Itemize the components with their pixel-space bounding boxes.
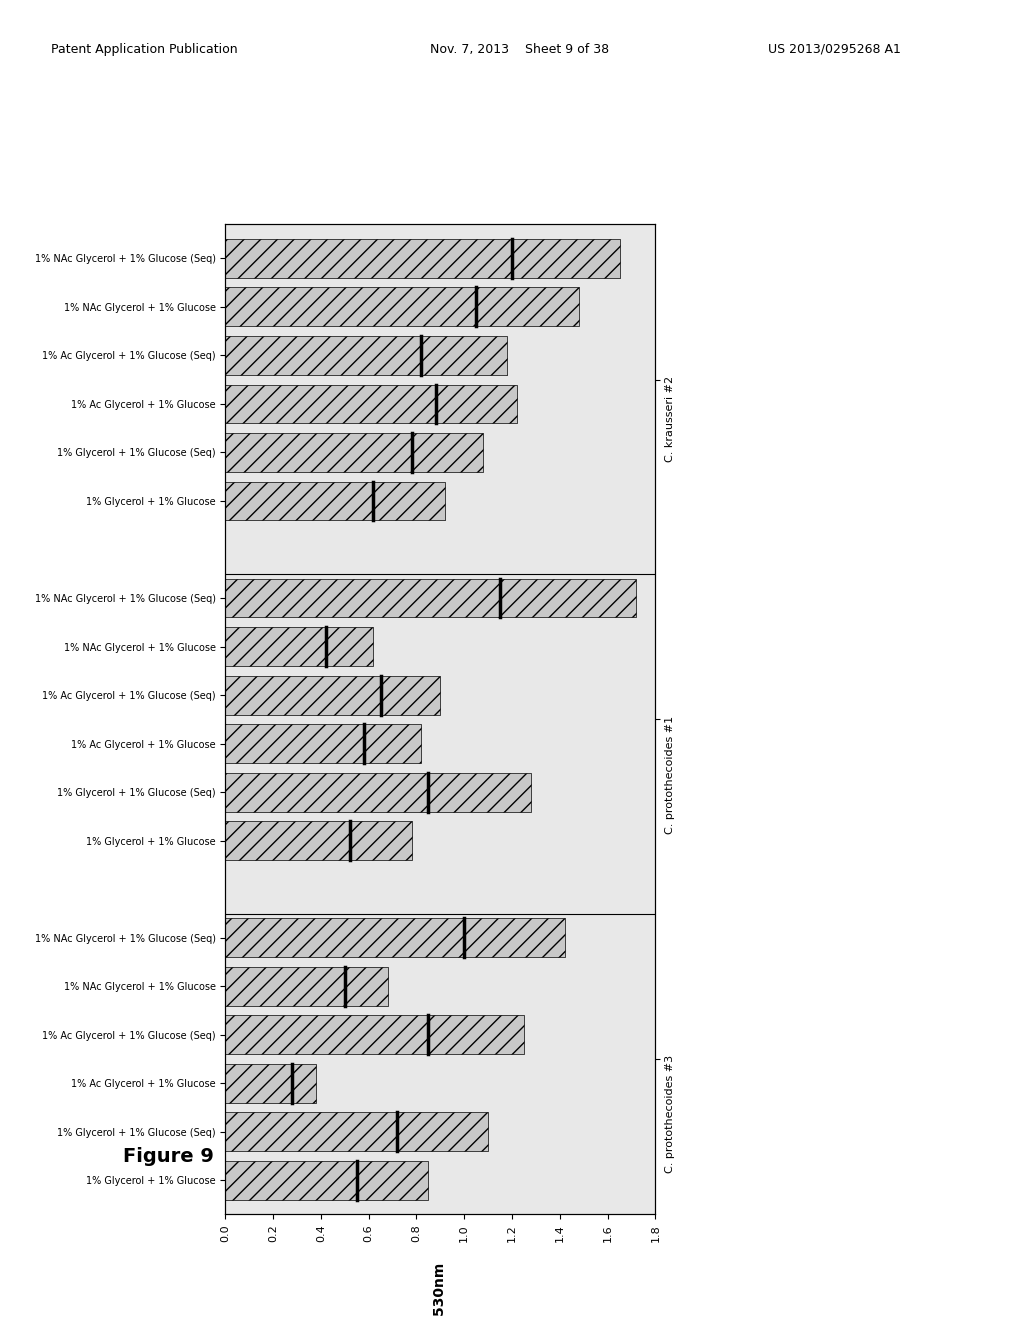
Bar bbox=[225, 725, 421, 763]
Bar bbox=[225, 578, 636, 618]
Text: US 2013/0295268 A1: US 2013/0295268 A1 bbox=[768, 42, 901, 55]
Bar bbox=[225, 288, 579, 326]
Bar bbox=[225, 919, 564, 957]
Text: Figure 9: Figure 9 bbox=[123, 1147, 214, 1166]
Bar bbox=[225, 1162, 428, 1200]
Bar bbox=[225, 627, 374, 667]
Bar bbox=[225, 1064, 316, 1102]
Bar bbox=[225, 966, 388, 1006]
Bar bbox=[225, 384, 517, 424]
Bar bbox=[225, 337, 507, 375]
Bar bbox=[225, 1113, 488, 1151]
Bar bbox=[225, 676, 440, 714]
Bar bbox=[225, 772, 531, 812]
X-axis label: Lipid OD 530nm: Lipid OD 530nm bbox=[433, 1263, 447, 1320]
Bar bbox=[225, 1015, 524, 1055]
Bar bbox=[225, 239, 620, 277]
Bar bbox=[225, 821, 412, 861]
Text: Patent Application Publication: Patent Application Publication bbox=[51, 42, 238, 55]
Text: Nov. 7, 2013    Sheet 9 of 38: Nov. 7, 2013 Sheet 9 of 38 bbox=[430, 42, 609, 55]
Bar bbox=[225, 433, 483, 473]
Bar bbox=[225, 482, 445, 520]
